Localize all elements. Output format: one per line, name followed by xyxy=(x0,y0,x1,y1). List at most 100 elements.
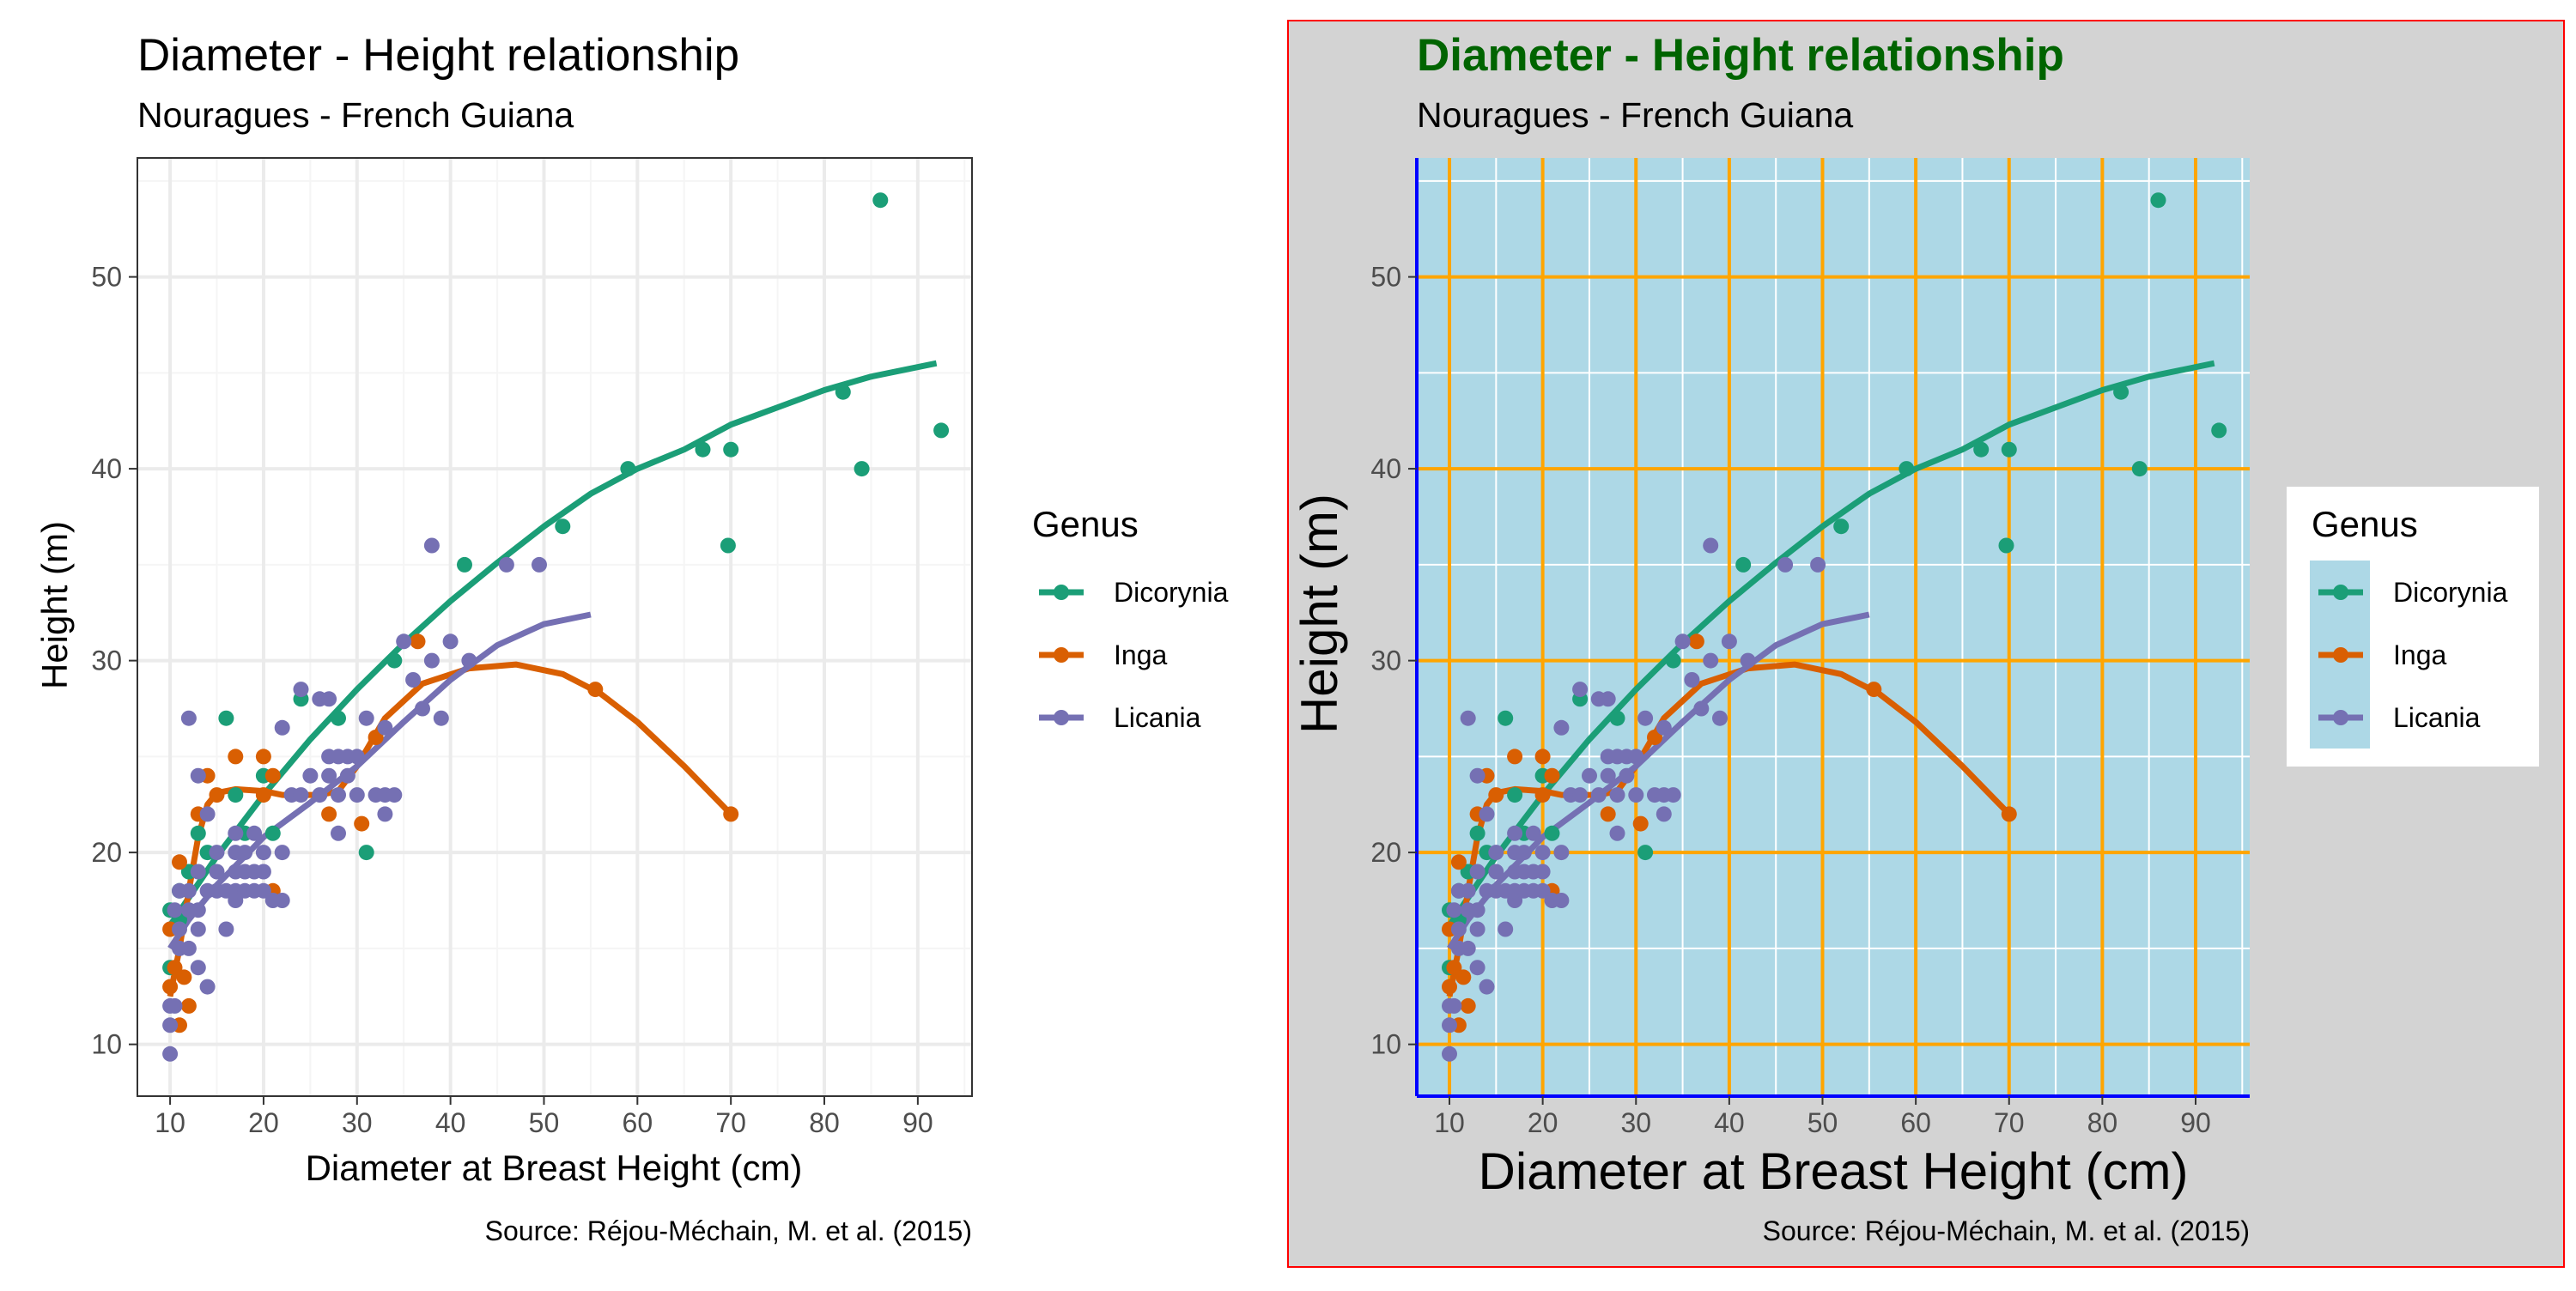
panel-2-point-dicorynia xyxy=(2211,422,2227,439)
panel-2-point-dicorynia xyxy=(1544,825,1560,841)
panel-2-point-licania xyxy=(1684,672,1700,688)
panel-1-point-licania xyxy=(255,845,271,861)
panel-2-title: Diameter - Height relationship xyxy=(1417,30,2064,81)
panel-2-point-inga xyxy=(1446,960,1462,976)
panel-1-marks xyxy=(162,192,950,1062)
panel-1-point-licania xyxy=(190,921,206,937)
panel-2-marks xyxy=(1442,192,2227,1062)
panel-1-caption: Source: Réjou-Méchain, M. et al. (2015) xyxy=(485,1215,972,1246)
panel-2-point-licania xyxy=(1674,633,1691,650)
panel-1-point-licania xyxy=(246,825,263,841)
panel-2-x-tick-label: 40 xyxy=(1714,1107,1745,1138)
panel-2-point-inga xyxy=(1866,682,1882,698)
panel-1-point-licania xyxy=(190,902,206,918)
panel-2-point-licania xyxy=(1450,921,1467,937)
panel-2-x-tick-label: 80 xyxy=(2087,1107,2118,1138)
panel-2-point-inga xyxy=(1488,787,1504,803)
panel-1-point-inga xyxy=(209,787,225,803)
panel-2-point-inga xyxy=(1534,787,1551,803)
panel-1-point-licania xyxy=(180,882,197,899)
panel-2-point-dicorynia xyxy=(1507,787,1523,803)
panel-2-fit-line-inga xyxy=(1446,661,2012,997)
panel-1-legend-key-point-inga xyxy=(1054,647,1069,663)
panel-2-point-inga xyxy=(1455,969,1472,985)
panel-1-point-licania xyxy=(274,893,290,908)
panel-1-axes: 10 20 30 40 50 60 70 80 90 10 20 30 40 50 xyxy=(91,157,973,1138)
panel-2-point-inga xyxy=(1460,997,1476,1014)
panel-1-legend-key-point-dicorynia xyxy=(1054,585,1069,600)
panel-2-legend-keys: Dicorynia Inga Licania xyxy=(2318,577,2508,733)
panel-2-subtitle: Nouragues - French Guiana xyxy=(1417,95,1853,135)
panel-2-point-licania xyxy=(1582,767,1597,784)
panel-1-point-dicorynia xyxy=(264,825,281,841)
panel-2-point-inga xyxy=(1450,854,1467,870)
panel-2-point-dicorynia xyxy=(2113,384,2129,400)
panel-1-point-inga xyxy=(255,787,271,803)
panel-1-point-licania xyxy=(331,787,346,803)
panel-1-point-licania xyxy=(274,719,290,736)
panel-1-point-licania xyxy=(532,556,547,573)
panel-1-point-licania xyxy=(358,710,374,726)
panel-2-point-dicorynia xyxy=(1998,537,2014,554)
panel-1-point-licania xyxy=(405,672,422,688)
panel-2-point-licania xyxy=(1656,806,1672,822)
panel-1-point-licania xyxy=(442,633,459,650)
panel-2-point-dicorynia xyxy=(1973,441,1990,458)
panel-2-point-licania xyxy=(1712,710,1728,726)
panel-2-point-licania xyxy=(1534,845,1551,861)
panel-1-point-inga xyxy=(723,806,739,822)
panel-2-point-licania xyxy=(1469,921,1485,937)
panel-1-point-licania xyxy=(237,845,253,861)
panel-2-point-licania xyxy=(1810,556,1826,573)
panel-1-point-dicorynia xyxy=(331,710,346,726)
panel-2-legend-label-dicorynia: Dicorynia xyxy=(2393,577,2508,608)
panel-2-y-tick-label: 40 xyxy=(1370,453,1401,484)
panel-1-point-licania xyxy=(167,997,183,1014)
panel-2-point-licania xyxy=(1516,845,1532,861)
panel-1-point-licania xyxy=(498,556,514,573)
panel-1-point-dicorynia xyxy=(872,192,889,209)
panel-1-panel-border xyxy=(137,157,973,1097)
panel-2-point-licania xyxy=(1442,1046,1457,1062)
panel-2-point-licania xyxy=(1590,787,1607,803)
panel-1-point-licania xyxy=(190,767,206,784)
panel-1-y-tick-label: 50 xyxy=(91,262,122,293)
panel-1-point-licania xyxy=(293,682,309,698)
panel-1-point-inga xyxy=(176,969,192,985)
panel-1-point-inga xyxy=(321,806,337,822)
panel-2-point-dicorynia xyxy=(1665,652,1681,669)
panel-1-title: Diameter - Height relationship xyxy=(137,30,739,81)
panel-1-point-licania xyxy=(302,767,319,784)
panel-2-point-licania xyxy=(1637,710,1654,726)
panel-1-point-dicorynia xyxy=(358,845,374,861)
panel-1-point-licania xyxy=(199,979,216,995)
panel-1-point-dicorynia xyxy=(720,537,736,554)
panel-2-point-licania xyxy=(1460,710,1476,726)
panel-2-grid xyxy=(1417,158,2250,1096)
panel-2-panel-background xyxy=(1417,158,2250,1096)
panel-2-point-licania xyxy=(1525,825,1541,841)
panel-2-legend-label-inga: Inga xyxy=(2393,639,2446,670)
panel-2-point-licania xyxy=(1460,940,1476,956)
panel-2-point-licania xyxy=(1446,997,1462,1014)
panel-1-point-inga xyxy=(410,633,426,650)
panel-2-x-tick-label: 70 xyxy=(1994,1107,2025,1138)
panel-1-point-dicorynia xyxy=(228,787,244,803)
panel-1-point-licania xyxy=(377,806,393,822)
panel-1-point-licania xyxy=(377,719,393,736)
panel-1-legend-key-point-licania xyxy=(1054,710,1069,725)
panel-2-x-tick-label: 60 xyxy=(1900,1107,1931,1138)
panel-2-fit-line-dicorynia xyxy=(1447,360,2215,928)
panel-2-point-licania xyxy=(1693,700,1710,717)
panel-1-point-dicorynia xyxy=(190,825,206,841)
panel-2-x-tick-label: 50 xyxy=(1807,1107,1838,1138)
panel-1-point-licania xyxy=(321,767,337,784)
panel-1-legend-label-dicorynia: Dicorynia xyxy=(1114,577,1229,608)
panel-1-point-licania xyxy=(218,921,234,937)
panel-1: 10 20 30 40 50 60 70 80 90 10 20 30 40 50 Diameter - … xyxy=(34,30,1229,1246)
panel-1-point-dicorynia xyxy=(723,441,739,458)
panel-2-legend: Genus Dicorynia Inga Licania xyxy=(2287,487,2539,767)
panel-1-point-licania xyxy=(433,710,449,726)
panel-2-point-licania xyxy=(1479,806,1495,822)
